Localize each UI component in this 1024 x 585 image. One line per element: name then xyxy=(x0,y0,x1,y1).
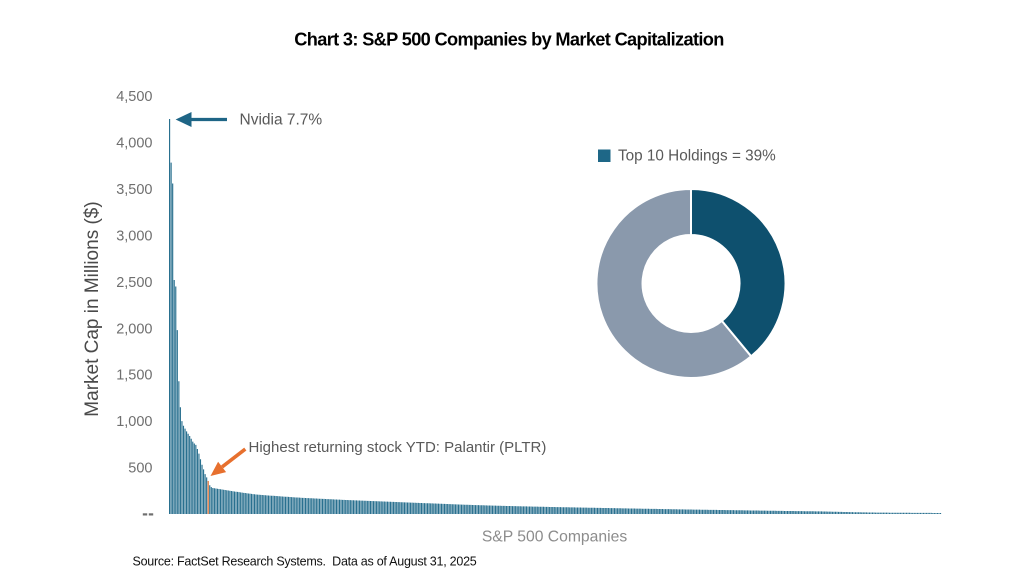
svg-text:2,500: 2,500 xyxy=(116,275,152,291)
svg-text:3,000: 3,000 xyxy=(116,229,152,245)
svg-text:Top 10 Holdings = 39%: Top 10 Holdings = 39% xyxy=(618,148,776,165)
svg-text:4,000: 4,000 xyxy=(116,136,152,152)
svg-text:500: 500 xyxy=(128,461,152,477)
svg-text:Nvidia 7.7%: Nvidia 7.7% xyxy=(240,112,323,129)
svg-text:Market Cap in Millions ($): Market Cap in Millions ($) xyxy=(82,201,103,416)
svg-text:3,500: 3,500 xyxy=(116,182,152,198)
svg-text:1,500: 1,500 xyxy=(116,368,152,384)
svg-text:Highest returning stock YTD: P: Highest returning stock YTD: Palantir (P… xyxy=(249,439,547,456)
svg-text:Chart 3: S&P 500 Companies by: Chart 3: S&P 500 Companies by Market Cap… xyxy=(294,30,723,50)
svg-text:1,000: 1,000 xyxy=(116,414,152,430)
svg-text:Source: FactSet Research Syste: Source: FactSet Research Systems. Data a… xyxy=(133,555,477,569)
svg-text:2,000: 2,000 xyxy=(116,321,152,337)
svg-text:4,500: 4,500 xyxy=(116,89,152,105)
svg-text:S&P 500 Companies: S&P 500 Companies xyxy=(482,529,628,546)
